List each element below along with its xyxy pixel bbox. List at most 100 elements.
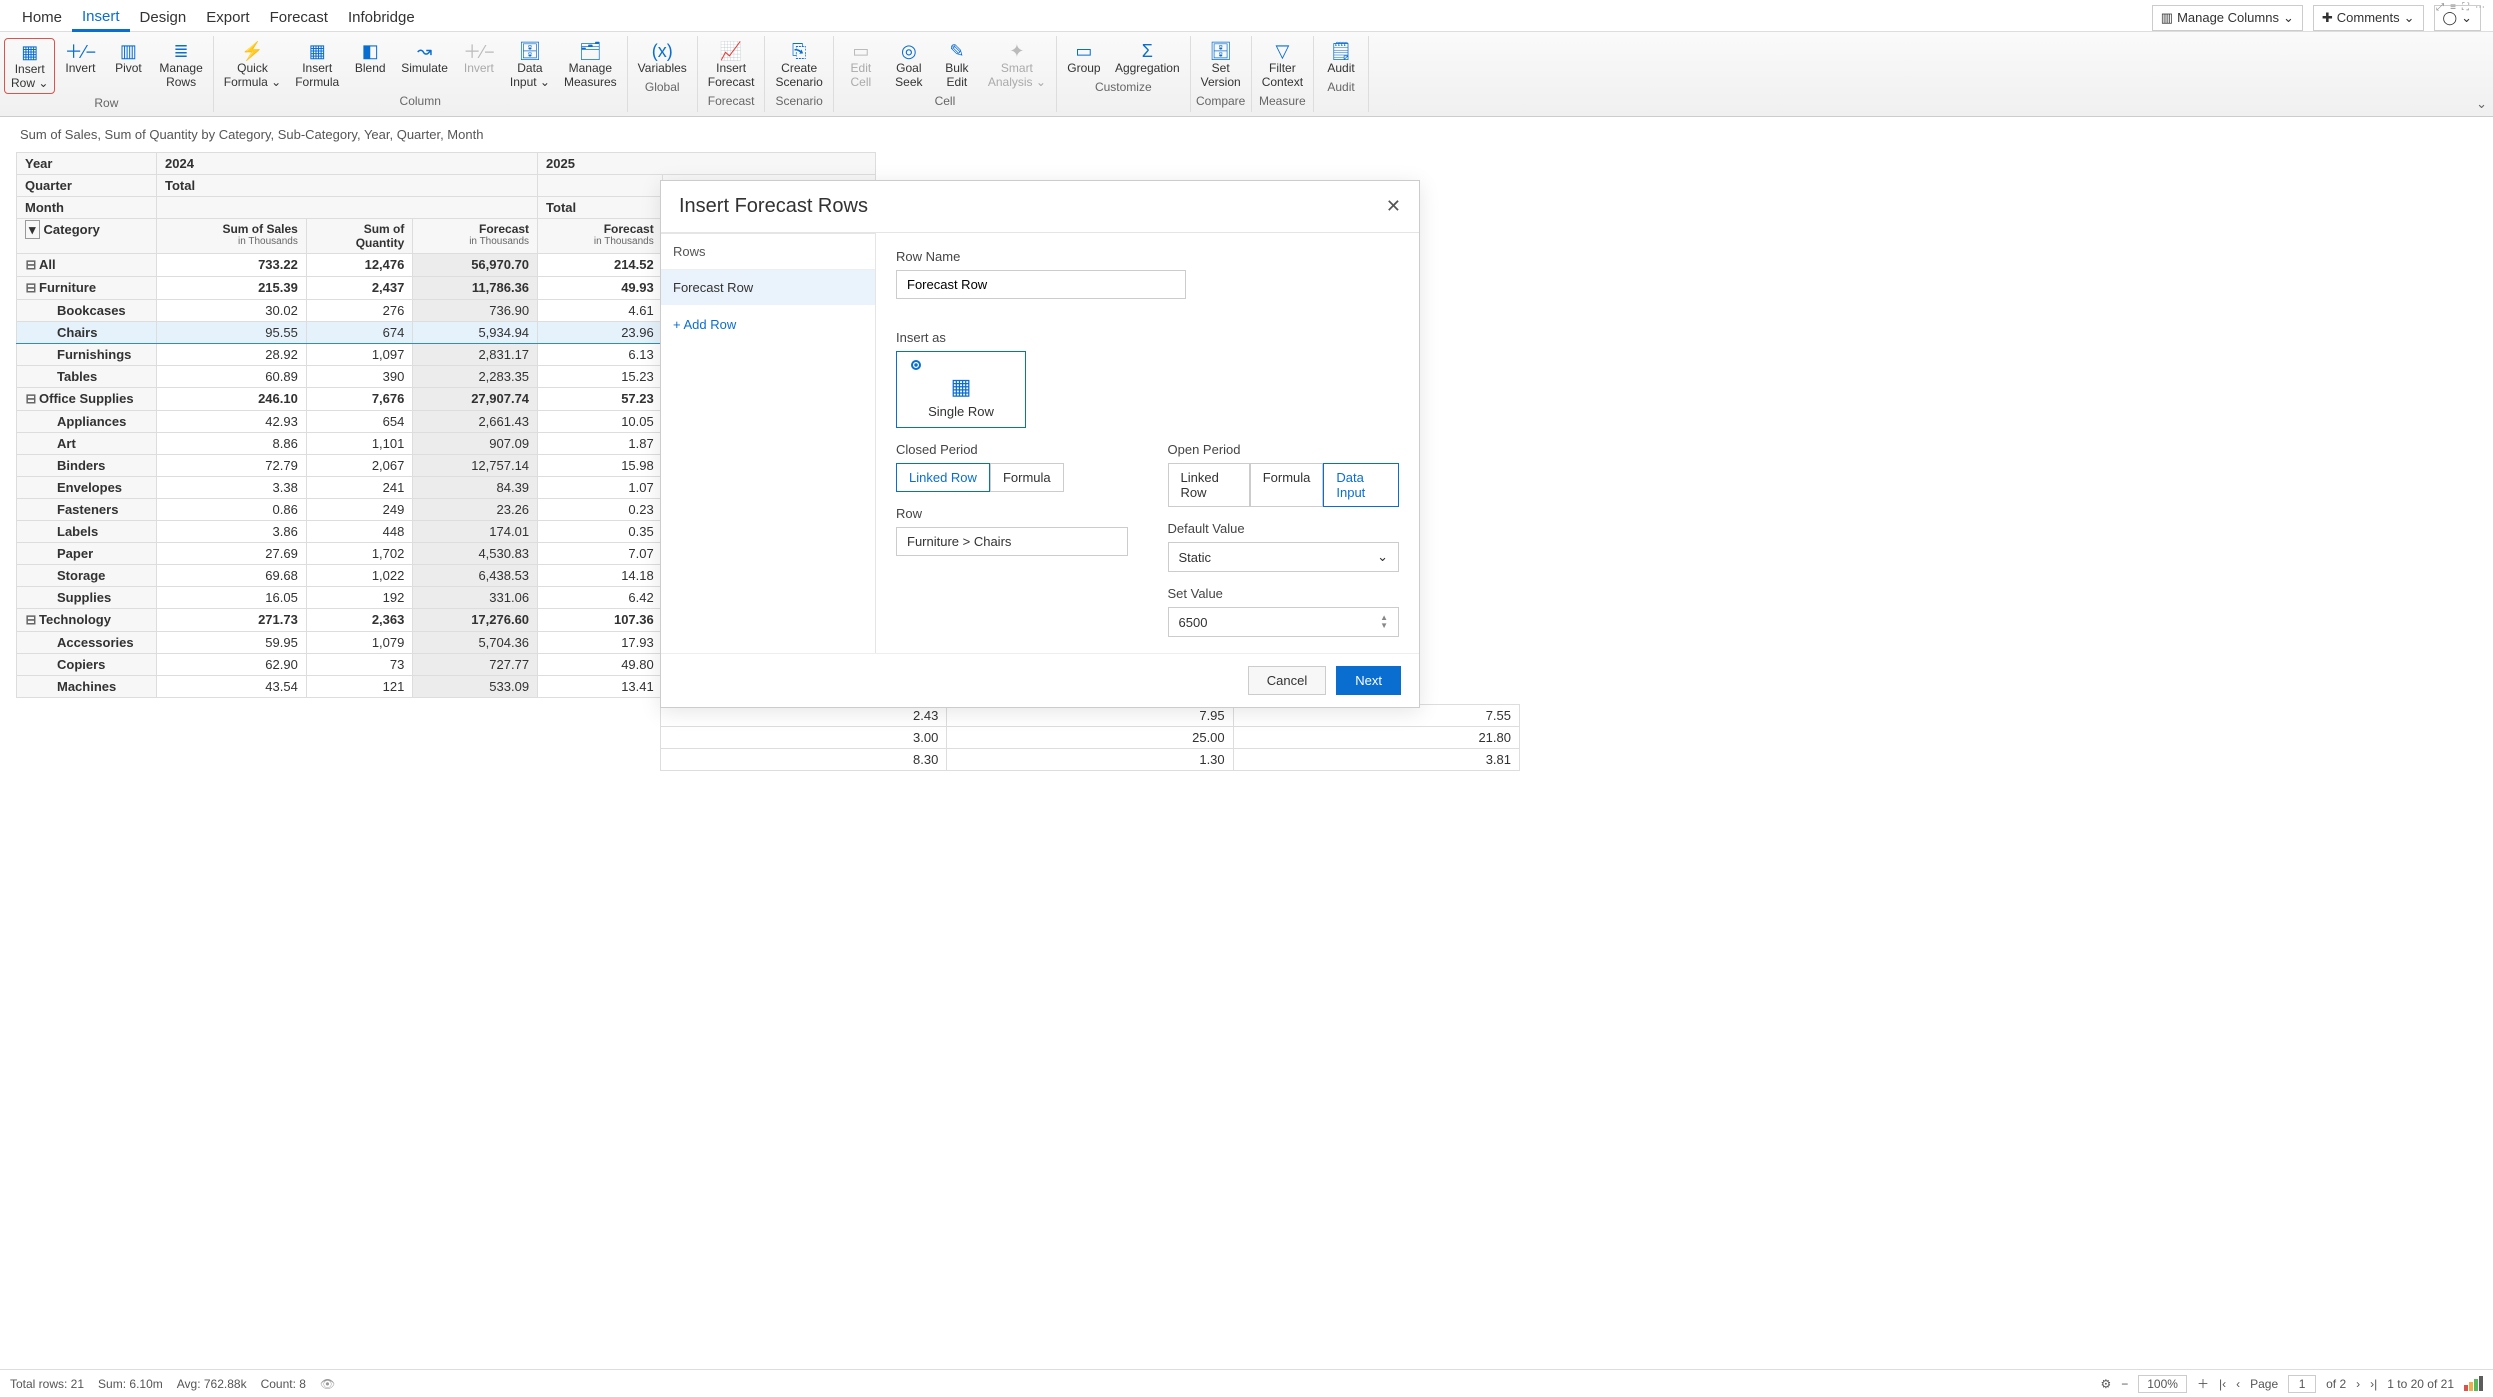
chevron-down-icon: ⌄ <box>2404 10 2415 26</box>
forecast-row-item[interactable]: Forecast Row <box>661 270 875 305</box>
tab-design[interactable]: Design <box>130 5 197 30</box>
row-select-value: Furniture > Chairs <box>907 534 1011 549</box>
prev-page-icon[interactable]: ‹ <box>2236 1377 2240 1391</box>
set-value-label: Set Value <box>1168 586 1400 601</box>
ribbon-set-version[interactable]: 🗄SetVersion <box>1195 38 1247 92</box>
ribbon-group-cell: Cell <box>838 92 1052 108</box>
expand-icon[interactable]: ⤢ <box>2436 2 2444 13</box>
visibility-icon[interactable]: 👁 <box>320 1377 335 1391</box>
ribbon-group-compare: Compare <box>1195 92 1247 108</box>
ribbon-audit[interactable]: 🗒Audit <box>1318 38 1364 78</box>
ribbon-group[interactable]: ▭Group <box>1061 38 1107 78</box>
ribbon-collapse-icon[interactable]: ⌄ <box>2476 96 2487 112</box>
row-name-label: Row Name <box>896 249 1399 264</box>
ribbon-pivot[interactable]: ▥Pivot <box>105 38 151 94</box>
cancel-button[interactable]: Cancel <box>1248 666 1326 695</box>
ribbon-edit-cell: ▭EditCell <box>838 38 884 92</box>
seg-formula[interactable]: Formula <box>1250 463 1324 507</box>
gear-icon[interactable]: ⚙ <box>2100 1377 2111 1391</box>
set-value-input[interactable]: 6500 ▲ ▼ <box>1168 607 1400 637</box>
columns-icon: ▥ <box>2161 10 2173 26</box>
manage-columns-label: Manage Columns <box>2177 10 2279 25</box>
ribbon-group-forecast: Forecast <box>702 92 761 108</box>
default-value-select[interactable]: Static ⌄ <box>1168 542 1400 572</box>
ribbon-insert-forecast[interactable]: 📈InsertForecast <box>702 38 761 92</box>
ribbon-create-scenario[interactable]: ⎘CreateScenario <box>769 38 828 92</box>
invert-icon: ＋⁄− <box>65 40 97 62</box>
ribbon-invert[interactable]: ＋⁄−Invert <box>57 38 103 94</box>
open-period-label: Open Period <box>1168 442 1400 457</box>
closed-period-segmented: Linked RowFormula <box>896 463 1128 492</box>
ribbon-simulate[interactable]: ↝Simulate <box>395 38 454 92</box>
ribbon-group-measure: Measure <box>1256 92 1309 108</box>
spinner-down-icon[interactable]: ▼ <box>1380 622 1388 630</box>
filter-icon[interactable]: ≡ <box>2450 2 2456 13</box>
invert-icon: ＋⁄− <box>463 40 495 62</box>
row-name-input[interactable] <box>896 270 1186 299</box>
seg-formula[interactable]: Formula <box>990 463 1064 492</box>
total-rows: Total rows: 21 <box>10 1377 84 1391</box>
tab-insert[interactable]: Insert <box>72 4 130 32</box>
insert-as-label: Insert as <box>896 330 1399 345</box>
comments-label: Comments <box>2337 10 2400 25</box>
more-icon[interactable]: ⋯ <box>2475 2 2485 13</box>
manage-columns-button[interactable]: ▥ Manage Columns ⌄ <box>2152 5 2303 31</box>
open-period-segmented: Linked RowFormulaData Input <box>1168 463 1400 507</box>
ribbon-variables[interactable]: (x)Variables <box>632 38 693 78</box>
rows-panel-header: Rows <box>661 234 875 270</box>
ribbon-insert-formula[interactable]: ▦InsertFormula <box>289 38 345 92</box>
pivot-icon: ▥ <box>120 40 137 62</box>
ribbon-group-column: Column <box>218 92 623 108</box>
tab-export[interactable]: Export <box>196 5 259 30</box>
ribbon-aggregation[interactable]: ΣAggregation <box>1109 38 1186 78</box>
last-page-icon[interactable]: ›| <box>2370 1377 2377 1391</box>
goal-icon: ◎ <box>901 40 917 62</box>
tab-infobridge[interactable]: Infobridge <box>338 5 425 30</box>
set-icon: 🗄 <box>1209 40 1232 62</box>
range-label: 1 to 20 of 21 <box>2387 1377 2454 1391</box>
status-bar: Total rows: 21 Sum: 6.10m Avg: 762.88k C… <box>0 1369 2493 1397</box>
simulate-icon: ↝ <box>417 40 432 62</box>
ribbon-group-global: Global <box>632 78 693 94</box>
ribbon-blend[interactable]: ◧Blend <box>347 38 393 92</box>
next-page-icon[interactable]: › <box>2356 1377 2360 1391</box>
ribbon-goal-seek[interactable]: ◎GoalSeek <box>886 38 932 92</box>
ribbon-group-customize: Customize <box>1061 78 1186 94</box>
menu-tabs: HomeInsertDesignExportForecastInfobridge… <box>0 0 2493 32</box>
ribbon-invert: ＋⁄−Invert <box>456 38 502 92</box>
ribbon-manage-measures[interactable]: 🗂ManageMeasures <box>558 38 623 92</box>
bulk-icon: ✎ <box>949 40 964 62</box>
sum-stat: Sum: 6.10m <box>98 1377 163 1391</box>
default-value-text: Static <box>1179 550 1212 565</box>
ribbon-filter-context[interactable]: ▽FilterContext <box>1256 38 1309 92</box>
next-button[interactable]: Next <box>1336 666 1401 695</box>
single-row-option[interactable]: ▦ Single Row <box>896 351 1026 428</box>
zoom-in-icon[interactable]: ＋ <box>2197 1375 2209 1392</box>
seg-data-input[interactable]: Data Input <box>1323 463 1399 507</box>
row-select[interactable]: Furniture > Chairs <box>896 527 1128 556</box>
first-page-icon[interactable]: |‹ <box>2219 1377 2226 1391</box>
seg-linked-row[interactable]: Linked Row <box>1168 463 1250 507</box>
ribbon-insert-row[interactable]: ▦InsertRow ⌄ <box>4 38 55 94</box>
seg-linked-row[interactable]: Linked Row <box>896 463 990 492</box>
tab-home[interactable]: Home <box>12 5 72 30</box>
insert-icon: 📈 <box>720 40 742 62</box>
ribbon-manage-rows[interactable]: ≣ManageRows <box>153 38 208 94</box>
chevron-down-icon: ⌄ <box>1377 549 1388 565</box>
comments-button[interactable]: ✚ Comments ⌄ <box>2313 5 2424 31</box>
add-row-link[interactable]: + Add Row <box>661 305 875 344</box>
count-stat: Count: 8 <box>261 1377 306 1391</box>
tab-forecast[interactable]: Forecast <box>260 5 338 30</box>
page-input[interactable]: 1 <box>2288 1375 2316 1393</box>
fullscreen-icon[interactable]: ⛶ <box>2462 2 2469 13</box>
blend-icon: ◧ <box>362 40 379 62</box>
ribbon-group-scenario: Scenario <box>769 92 828 108</box>
close-icon[interactable]: ✕ <box>1386 196 1401 217</box>
ribbon-bulk-edit[interactable]: ✎BulkEdit <box>934 38 980 92</box>
zoom-level[interactable]: 100% <box>2138 1375 2187 1393</box>
zoom-out-icon[interactable]: − <box>2121 1377 2128 1391</box>
ribbon-smart-analysis: ✦SmartAnalysis ⌄ <box>982 38 1052 92</box>
ribbon-data-input[interactable]: 🗄DataInput ⌄ <box>504 38 556 92</box>
aggregation-icon: Σ <box>1142 40 1153 62</box>
ribbon-quick-formula[interactable]: ⚡QuickFormula ⌄ <box>218 38 287 92</box>
